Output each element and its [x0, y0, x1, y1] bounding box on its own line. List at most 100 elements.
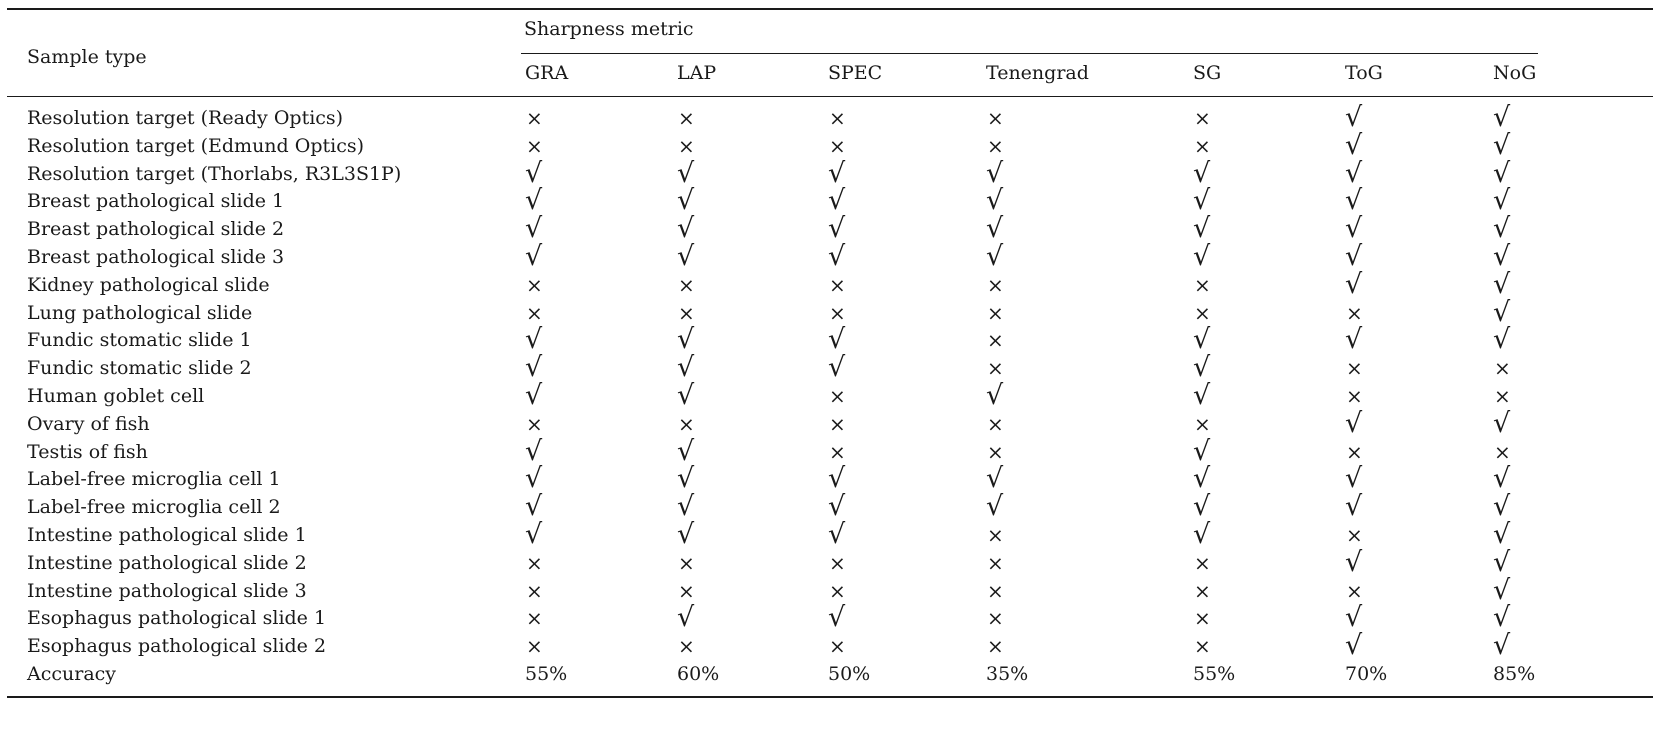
row-sample-label: Resolution target (Edmund Optics) — [27, 134, 364, 157]
check-mark: √ — [677, 324, 695, 356]
metric-header-lap: LAP — [677, 62, 717, 84]
accuracy-value: 85% — [1493, 663, 1536, 685]
sample-type-header: Sample type — [27, 46, 147, 68]
header-rule — [7, 96, 1653, 97]
group-rule — [521, 53, 1538, 54]
check-mark: √ — [1345, 102, 1363, 133]
check-mark: √ — [525, 463, 543, 495]
check-mark: √ — [1493, 630, 1511, 662]
check-mark: √ — [677, 602, 695, 634]
check-mark: √ — [525, 157, 543, 189]
cross-mark: × — [987, 106, 1004, 130]
check-mark: √ — [1345, 157, 1363, 189]
check-mark: √ — [1193, 185, 1211, 217]
cross-mark: × — [526, 106, 543, 130]
cross-mark: × — [987, 578, 1004, 603]
cross-mark: × — [678, 411, 695, 436]
cross-mark: × — [526, 550, 543, 575]
cross-mark: × — [829, 384, 846, 408]
row-sample-label: Label-free microglia cell 2 — [27, 496, 281, 519]
check-mark: √ — [1493, 463, 1511, 495]
check-mark: √ — [1193, 380, 1211, 411]
check-mark: √ — [1193, 157, 1211, 189]
accuracy-value: 50% — [828, 663, 871, 685]
metric-header-gra: GRA — [525, 62, 569, 84]
check-mark: √ — [677, 352, 695, 384]
check-mark: √ — [1345, 241, 1363, 272]
row-sample-label: Intestine pathological slide 1 — [27, 524, 307, 546]
accuracy-value: 35% — [986, 663, 1029, 685]
check-mark: √ — [828, 602, 846, 634]
check-mark: √ — [1493, 157, 1511, 189]
check-mark: √ — [1345, 407, 1363, 439]
metric-header-tenengrad: Tenengrad — [986, 62, 1089, 84]
check-mark: √ — [828, 241, 846, 272]
top-rule — [7, 8, 1653, 10]
check-mark: √ — [1345, 213, 1363, 245]
check-mark: √ — [677, 157, 695, 189]
cross-mark: × — [1194, 106, 1211, 130]
row-sample-label: Intestine pathological slide 3 — [27, 579, 307, 602]
row-sample-label: Kidney pathological slide — [27, 273, 270, 296]
check-mark: √ — [1493, 268, 1511, 300]
row-sample-label: Breast pathological slide 2 — [27, 218, 285, 241]
check-mark: √ — [1345, 463, 1363, 495]
accuracy-value: 55% — [525, 663, 568, 685]
check-mark: √ — [677, 491, 695, 523]
row-sample-label: Fundic stomatic slide 1 — [27, 329, 252, 352]
check-mark: √ — [828, 213, 846, 245]
check-mark: √ — [525, 519, 543, 550]
cross-mark: × — [1494, 384, 1511, 408]
cross-mark: × — [987, 439, 1004, 464]
accuracy-value: 60% — [677, 663, 720, 685]
cross-mark: × — [678, 550, 695, 575]
row-sample-label: Intestine pathological slide 2 — [27, 551, 307, 574]
check-mark: √ — [1193, 241, 1211, 272]
check-mark: √ — [525, 435, 543, 467]
check-mark: √ — [986, 463, 1004, 495]
cross-mark: × — [678, 106, 695, 130]
check-mark: √ — [1493, 491, 1511, 523]
check-mark: √ — [828, 157, 846, 189]
cross-mark: × — [987, 133, 1004, 158]
cross-mark: × — [987, 272, 1004, 297]
check-mark: √ — [1493, 102, 1511, 133]
cross-mark: × — [1194, 300, 1211, 325]
check-mark: √ — [1345, 546, 1363, 578]
cross-mark: × — [829, 272, 846, 297]
sharpness-metric-header: Sharpness metric — [524, 18, 694, 40]
cross-mark: × — [1346, 384, 1363, 408]
row-sample-label: Label-free microglia cell 1 — [27, 468, 281, 491]
check-mark: √ — [1345, 185, 1363, 217]
cross-mark: × — [678, 634, 695, 659]
cross-mark: × — [987, 328, 1004, 353]
check-mark: √ — [828, 463, 846, 495]
check-mark: √ — [1345, 268, 1363, 300]
check-mark: √ — [677, 213, 695, 245]
cross-mark: × — [1494, 356, 1511, 381]
check-mark: √ — [1493, 519, 1511, 550]
cross-mark: × — [829, 300, 846, 325]
cross-mark: × — [678, 300, 695, 325]
cross-mark: × — [987, 606, 1004, 631]
check-mark: √ — [1493, 574, 1511, 606]
cross-mark: × — [1194, 411, 1211, 436]
cross-mark: × — [526, 606, 543, 631]
cross-mark: × — [829, 634, 846, 659]
cross-mark: × — [987, 300, 1004, 325]
check-mark: √ — [1493, 407, 1511, 439]
check-mark: √ — [1193, 435, 1211, 467]
check-mark: √ — [677, 519, 695, 550]
cross-mark: × — [829, 439, 846, 464]
check-mark: √ — [1345, 491, 1363, 523]
cross-mark: × — [1194, 272, 1211, 297]
metric-header-sg: SG — [1193, 62, 1222, 84]
check-mark: √ — [1493, 602, 1511, 634]
bottom-rule — [7, 696, 1653, 698]
cross-mark: × — [526, 300, 543, 325]
check-mark: √ — [986, 185, 1004, 217]
check-mark: √ — [1193, 324, 1211, 356]
cross-mark: × — [1194, 578, 1211, 603]
cross-mark: × — [1494, 439, 1511, 464]
check-mark: √ — [1193, 463, 1211, 495]
